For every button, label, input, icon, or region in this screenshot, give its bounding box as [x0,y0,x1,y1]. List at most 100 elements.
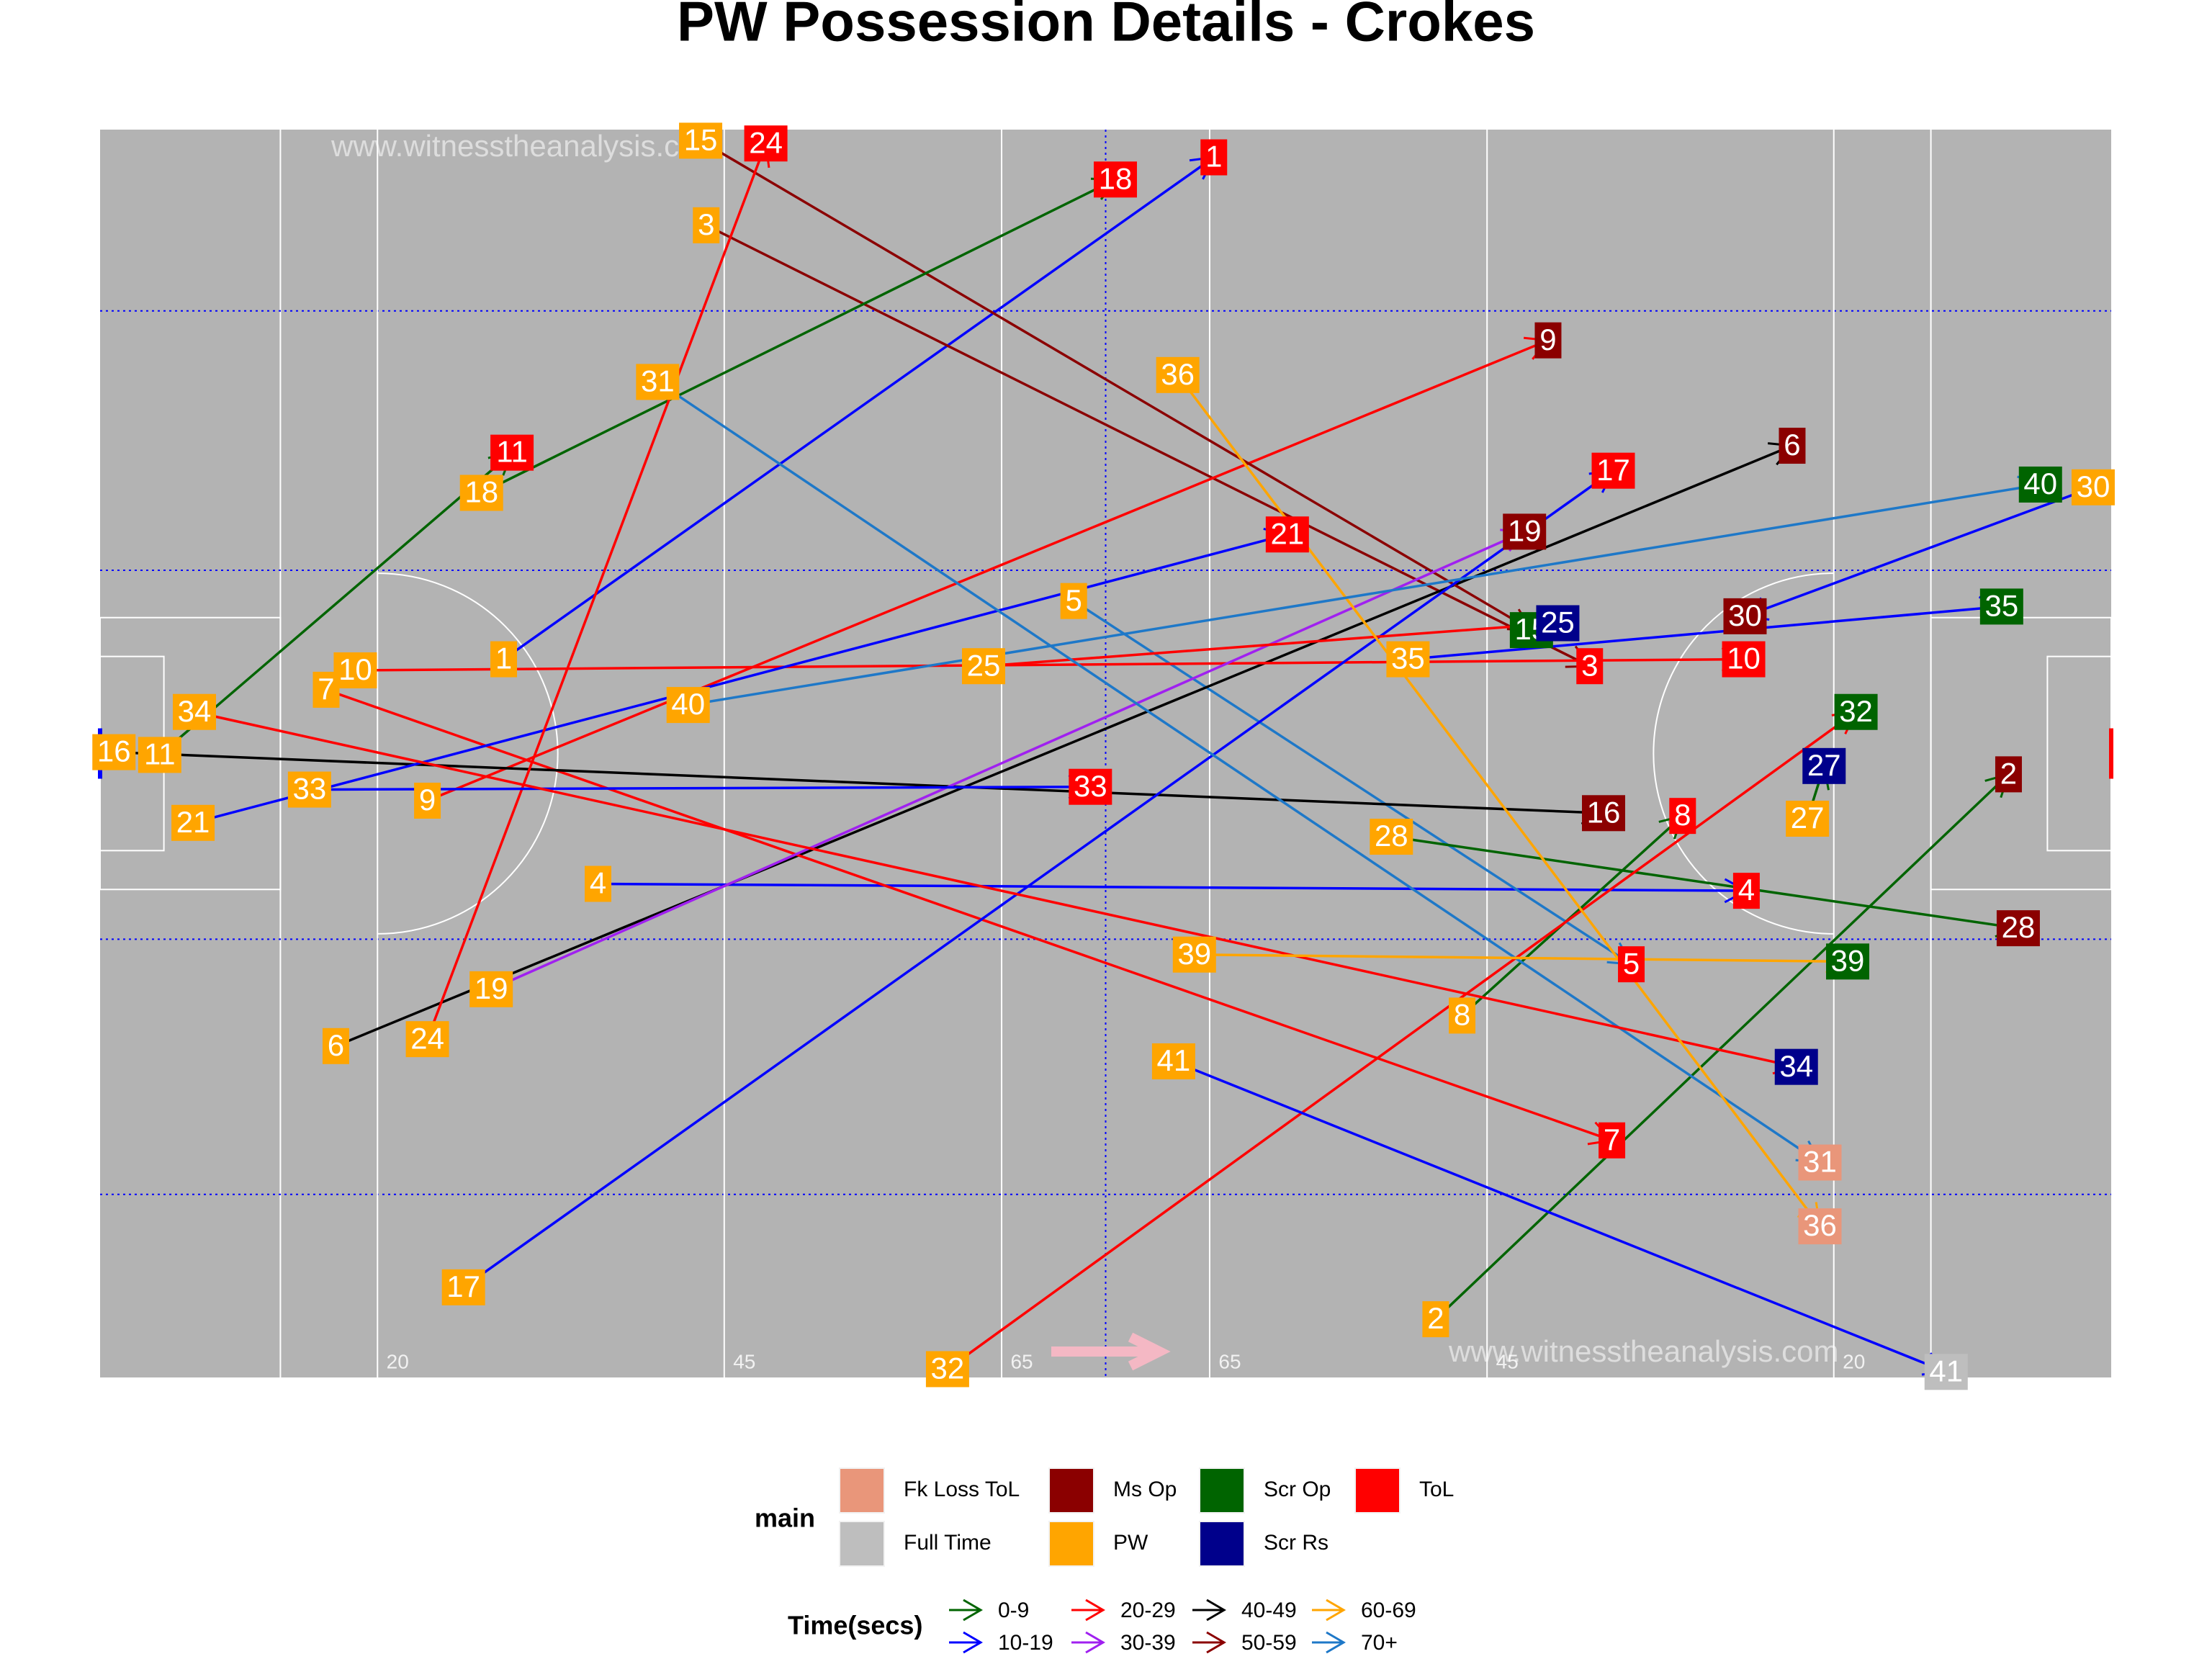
chart-title: PW Possession Details - Crokes [677,0,1535,53]
start-label: 16 [97,734,131,768]
start-marker [666,687,710,724]
start-marker [1156,356,1200,393]
end-marker [1722,641,1766,678]
legend-label: 20-29 [1120,1599,1176,1622]
start-marker [171,804,215,841]
end-marker [2018,466,2062,503]
possession-arrow [1391,835,2021,938]
start-label: 33 [292,772,326,806]
end-label: 8 [1674,798,1691,832]
end-marker [1093,161,1137,198]
end-marker [1732,873,1760,909]
start-marker [1449,997,1476,1034]
start-label: 36 [1161,357,1195,391]
start-label: 9 [419,783,436,817]
pitch-tick-label: 65 [1010,1350,1033,1372]
start-marker [172,693,216,730]
legend-label: Scr Rs [1264,1531,1328,1555]
start-marker [925,1351,969,1388]
end-marker [1924,1354,1968,1390]
direction-arrow [1051,1332,1171,1371]
end-marker [1996,910,2040,947]
end-marker [1534,322,1562,359]
end-label: 28 [2002,910,2036,944]
start-marker [693,207,720,243]
possession-arrow [983,612,1560,667]
start-marker [490,641,518,678]
end-label: 27 [1807,748,1841,782]
end-marker [1995,756,2022,793]
start-label: 17 [446,1269,480,1303]
start-label: 39 [1177,937,1211,971]
end-label: 24 [749,125,783,159]
end-label: 19 [1508,514,1542,548]
end-label: 41 [1929,1354,1963,1388]
start-marker [2071,469,2115,505]
legend-label: Scr Op [1264,1478,1331,1501]
start-label: 34 [178,694,212,728]
start-label: 3 [698,207,714,241]
possession-arrow [946,710,1858,1370]
pitch-tick-label: 20 [387,1350,409,1372]
start-marker [679,122,723,159]
pitch-tick-label: 45 [733,1350,755,1372]
start-label: 19 [475,971,508,1005]
start-label: 21 [176,805,210,839]
start-marker [414,782,441,819]
end-label: 10 [1727,642,1761,675]
end-marker [1200,139,1228,176]
start-label: 7 [318,672,334,706]
end-marker [744,125,788,162]
legend-label: ToL [1419,1478,1454,1501]
legend-label: 40-49 [1241,1599,1297,1622]
end-label: 33 [1074,769,1107,803]
possession-arrows [114,139,2094,1376]
legend-label: Ms Op [1113,1478,1177,1501]
start-marker [636,364,680,400]
start-label: 41 [1157,1043,1191,1077]
start-label: 18 [464,475,498,509]
end-label: 36 [1803,1208,1837,1242]
legend-label: 70+ [1361,1631,1398,1655]
end-marker [490,434,534,471]
end-label: 3 [1581,648,1598,682]
end-label: 11 [496,435,528,469]
legend-swatch [1356,1469,1399,1512]
legend-arrow [1312,1599,1346,1622]
possession-arrow [194,711,1799,1075]
start-label: 31 [641,364,675,398]
possession-arrow [325,688,1614,1146]
start-label: 25 [967,648,1001,682]
end-label: 34 [1779,1049,1813,1083]
legend-title: main [755,1503,815,1533]
end-label: 4 [1738,873,1755,907]
start-label: 5 [1066,583,1082,617]
start-label: 24 [410,1021,444,1055]
legend-arrow [1192,1631,1226,1654]
possession-arrow [158,451,514,756]
possession-arrow [426,141,770,1040]
start-marker [92,734,136,770]
legend-arrow [949,1631,983,1654]
possession-arrow [1194,948,1851,974]
possession-arrow [598,878,1749,904]
start-label: 35 [1391,642,1425,675]
possession-arrow [1173,1060,1948,1376]
end-label: 9 [1539,323,1556,356]
end-label: 17 [1596,453,1630,487]
end-marker [1069,768,1112,805]
end-label: 30 [1728,598,1762,632]
legend-label: 0-9 [998,1599,1029,1622]
end-label: 6 [1784,428,1800,462]
start-marker [138,737,181,773]
start-label: 28 [1375,819,1408,853]
end-marker [1774,1048,1818,1085]
legend-swatch [1050,1469,1093,1512]
legend-swatch [1200,1522,1244,1565]
start-marker [287,771,331,808]
end-marker [1265,516,1309,553]
possession-arrow [1434,773,2010,1321]
end-label: 21 [1270,516,1304,550]
start-marker [585,866,612,902]
